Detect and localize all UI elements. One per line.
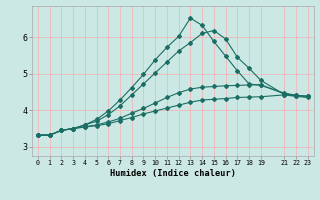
X-axis label: Humidex (Indice chaleur): Humidex (Indice chaleur): [110, 169, 236, 178]
